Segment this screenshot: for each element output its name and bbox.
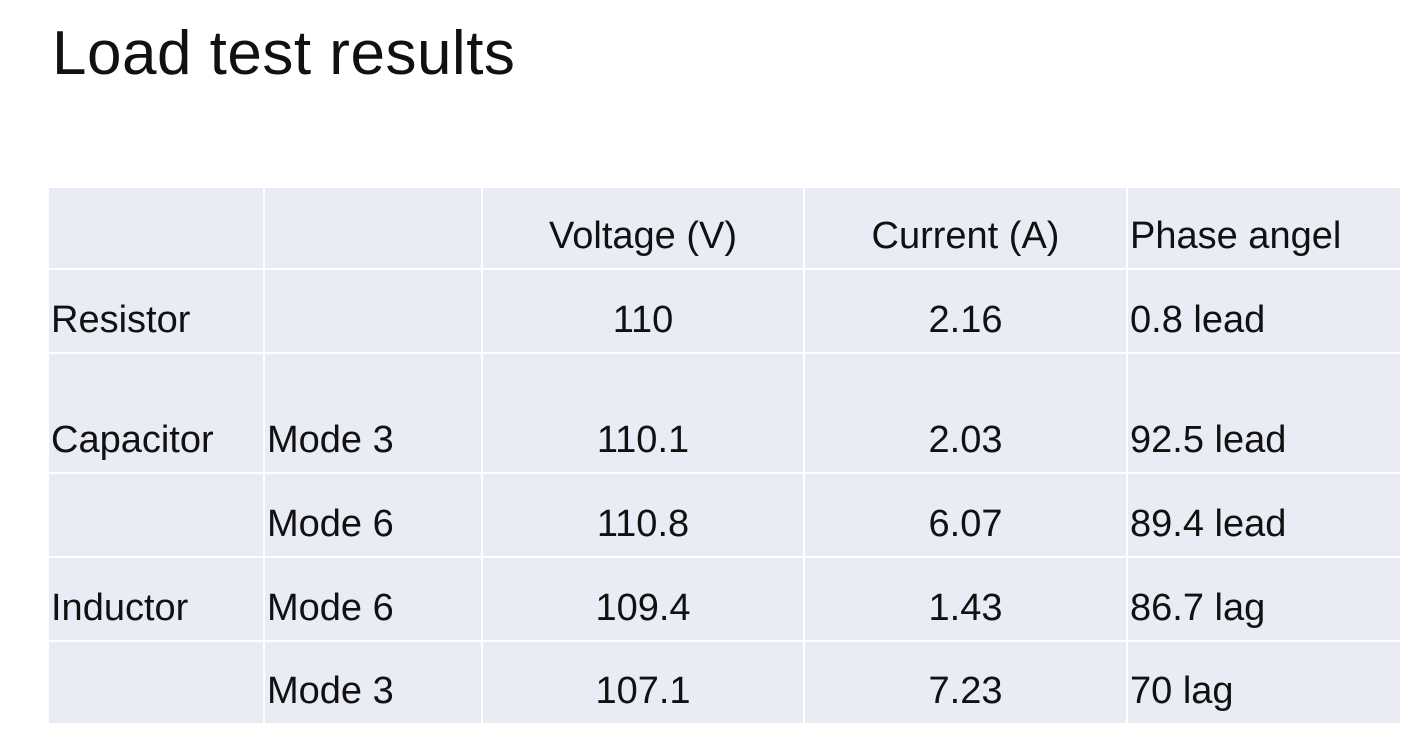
table-cell: 86.7 lag: [1128, 558, 1400, 640]
table-cell: 92.5 lead: [1128, 354, 1400, 472]
table-cell: Mode 6: [265, 474, 481, 556]
table-cell: [49, 474, 263, 556]
table-cell: 6.07: [805, 474, 1126, 556]
table-cell: [265, 270, 481, 352]
header-cell: [49, 188, 263, 268]
header-cell: Current (A): [805, 188, 1126, 268]
results-table: Voltage (V) Current (A) Phase angel Resisto…: [49, 188, 1400, 723]
header-cell: [265, 188, 481, 268]
table-cell: 0.8 lead: [1128, 270, 1400, 352]
table-cell: 1.43: [805, 558, 1126, 640]
table-cell: 107.1: [483, 642, 803, 723]
table-cell: 110: [483, 270, 803, 352]
table-cell: 89.4 lead: [1128, 474, 1400, 556]
table-cell: Mode 3: [265, 354, 481, 472]
table-cell: 2.16: [805, 270, 1126, 352]
table-cell: Capacitor: [49, 354, 263, 472]
table-cell: [49, 642, 263, 723]
table-cell: 110.1: [483, 354, 803, 472]
slide-title: Load test results: [52, 19, 516, 88]
table-cell: 2.03: [805, 354, 1126, 472]
header-cell: Voltage (V): [483, 188, 803, 268]
header-cell: Phase angel: [1128, 188, 1400, 268]
table-cell: 70 lag: [1128, 642, 1400, 723]
table-cell: 110.8: [483, 474, 803, 556]
table-cell: Inductor: [49, 558, 263, 640]
table-cell: Mode 3: [265, 642, 481, 723]
table-cell: Resistor: [49, 270, 263, 352]
table-cell: 109.4: [483, 558, 803, 640]
table-cell: Mode 6: [265, 558, 481, 640]
table-cell: 7.23: [805, 642, 1126, 723]
